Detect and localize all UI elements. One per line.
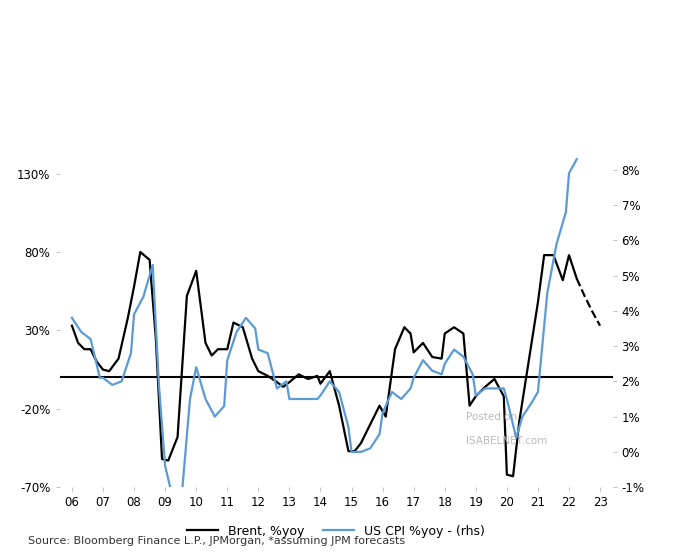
Brent, %yoy <box>573 276 581 282</box>
US CPI %yoy - (rhs) <box>543 290 552 297</box>
Brent, %yoy <box>304 376 312 382</box>
Text: ISABELNET.com: ISABELNET.com <box>466 436 547 446</box>
Brent, %yoy <box>124 315 132 321</box>
Brent, %yoy <box>459 330 468 337</box>
US CPI %yoy - (rhs) <box>202 395 210 402</box>
US CPI %yoy - (rhs) <box>472 392 480 399</box>
Text: Posted on: Posted on <box>466 412 517 422</box>
Brent, %yoy <box>509 473 517 479</box>
Brent, %yoy <box>136 249 144 255</box>
US CPI %yoy - (rhs) <box>573 156 581 162</box>
Brent, %yoy <box>279 384 288 390</box>
US CPI %yoy - (rhs) <box>68 315 76 321</box>
Line: Brent, %yoy: Brent, %yoy <box>72 252 577 476</box>
Brent, %yoy <box>68 323 76 329</box>
Text: US headline CPI vs Brent*: US headline CPI vs Brent* <box>18 27 340 47</box>
Line: US CPI %yoy - (rhs): US CPI %yoy - (rhs) <box>72 159 577 508</box>
US CPI %yoy - (rhs) <box>176 505 185 512</box>
US CPI %yoy - (rhs) <box>295 395 303 402</box>
Brent, %yoy <box>540 252 548 259</box>
Text: Source: Bloomberg Finance L.P., JPMorgan, *assuming JPM forecasts: Source: Bloomberg Finance L.P., JPMorgan… <box>28 536 405 546</box>
Brent, %yoy <box>99 366 107 373</box>
US CPI %yoy - (rhs) <box>108 381 116 388</box>
Legend: Brent, %yoy, US CPI %yoy - (rhs): Brent, %yoy, US CPI %yoy - (rhs) <box>182 520 490 543</box>
US CPI %yoy - (rhs) <box>232 329 241 335</box>
